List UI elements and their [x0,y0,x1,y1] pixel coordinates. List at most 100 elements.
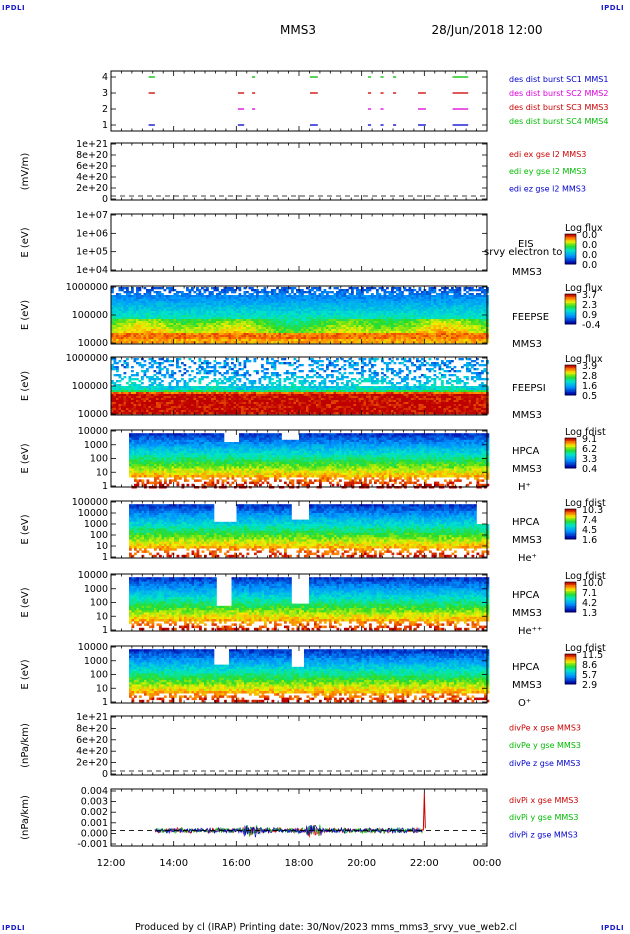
y-tick-label: 6e+20 [76,161,108,172]
spectrogram-cell [144,327,147,329]
spectrogram-cell [171,386,174,388]
legend-entry: des dist burst SC2 MMS2 [509,89,608,98]
spectrogram-cell [256,339,259,341]
spectrogram-cell [126,309,129,311]
spectrogram-cell [354,319,357,321]
spectrogram-cell [409,295,412,297]
spectrogram-cell [376,323,379,325]
spectrogram-cell [299,315,302,317]
spectrogram-cell [234,311,237,313]
spectrogram-cell [339,297,342,299]
spectrogram-cell [236,325,239,327]
spectrogram-cell [121,309,124,311]
spectrogram-cell [431,339,434,341]
spectrogram-cell [144,386,147,388]
spectrogram-cell [479,293,482,295]
spectrogram-cell [409,297,412,299]
spectrogram-cell [169,333,172,335]
spectrogram-cell [134,386,137,388]
spectrogram-cell [239,337,242,339]
spectrogram-cell [474,325,477,327]
spectrogram-cell [251,305,254,307]
spectrogram-cell [264,299,267,301]
spectrogram-cell [389,297,392,299]
spectrogram-cell [146,388,149,390]
spectrogram-cell [261,301,264,303]
spectrogram-cell [219,329,222,331]
spectrogram-cell [146,390,149,392]
spectrogram-cell [151,325,154,327]
spectrogram-cell [131,396,134,398]
spectrogram-cell [246,321,249,323]
spectrogram-cell [129,339,132,341]
spectrogram-cell [114,388,117,390]
y-tick-label: 10000 [78,338,108,349]
spectrogram-cell [151,406,154,408]
spectrogram-cell [201,325,204,327]
spectrogram-cell [201,295,204,297]
spectrogram-cell [251,341,254,343]
spectrogram-cell [269,319,272,321]
spectrogram-cell [279,289,282,291]
spectrogram-cell [349,309,352,311]
spectrogram-cell [136,323,139,325]
spectrogram-cell [366,291,369,293]
spectrogram-cell [454,325,457,327]
spectrogram-cell [144,394,147,396]
spectrogram-cell [176,291,179,293]
spectrogram-cell [144,337,147,339]
spectrogram-cell [179,315,182,317]
spectrogram-cell [199,329,202,331]
spectrogram-cell [241,311,244,313]
spectrogram-cell [459,291,462,293]
spectrogram-cell [301,295,304,297]
spectrogram-cell [449,289,452,291]
spectrogram-cell [236,297,239,299]
spectrogram-cell [356,335,359,337]
spectrogram-cell [454,315,457,317]
spectrogram-cell [354,311,357,313]
spectrogram-cell [239,341,242,343]
spectrogram-cell [394,299,397,301]
spectrogram-cell [459,305,462,307]
spectrogram-cell [179,295,182,297]
spectrogram-cell [151,331,154,333]
spectrogram-cell [201,321,204,323]
spectrogram-cell [474,295,477,297]
spectrogram-cell [136,392,139,394]
spectrogram-cell [441,293,444,295]
spectrogram-cell [231,299,234,301]
spectrogram-cell [439,311,442,313]
spectrogram-cell [196,305,199,307]
spectrogram-cell [411,321,414,323]
spectrogram-cell [159,388,162,390]
spectrogram-cell [134,311,137,313]
spectrogram-cell [119,305,122,307]
spectrogram-cell [211,331,214,333]
spectrogram-cell [389,319,392,321]
spectrogram-cell [219,311,222,313]
spectrogram-cell [264,337,267,339]
spectrogram-cell [156,410,159,412]
spectrogram-cell [131,386,134,388]
spectrogram-cell [116,410,119,412]
spectrogram-cell [436,341,439,343]
spectrogram-cell [271,325,274,327]
spectrogram-cell [146,289,149,291]
spectrogram-cell [359,337,362,339]
spectrogram-cell [416,297,419,299]
spectrogram-cell [216,329,219,331]
spectrogram-cell [406,323,409,325]
spectrogram-cell [134,358,137,360]
spectrogram-cell [364,307,367,309]
spectrogram-cell [156,311,159,313]
spectrogram-cell [181,301,184,303]
spectrogram-cell [229,307,232,309]
spectrogram-cell [326,299,329,301]
spectrogram-cell [121,398,124,400]
spectrogram-cell [139,331,142,333]
spectrogram-cell [229,341,232,343]
spectrogram-cell [266,323,269,325]
spectrogram-cell [371,309,374,311]
spectrogram-cell [331,299,334,301]
